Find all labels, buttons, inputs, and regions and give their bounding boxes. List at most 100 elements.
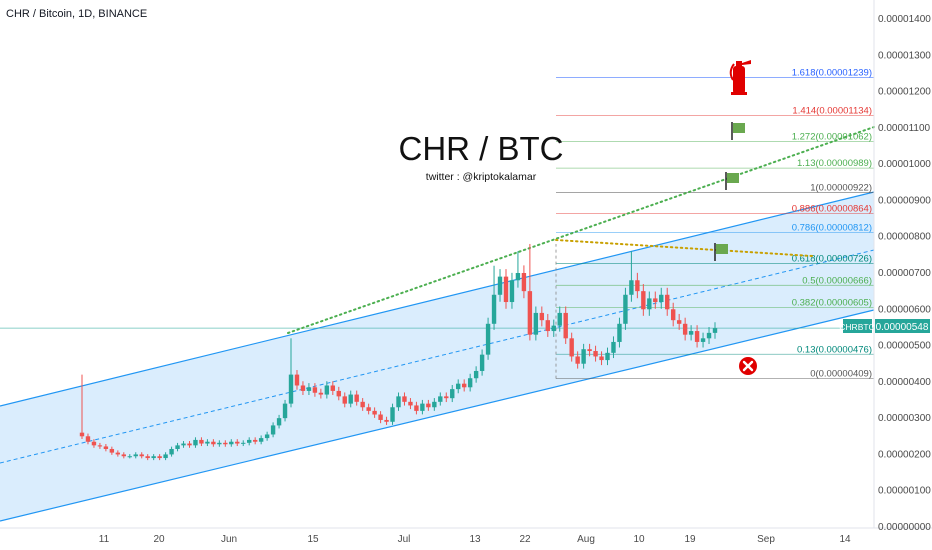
candle-body xyxy=(551,325,556,332)
candle-body xyxy=(420,403,425,411)
y-tick-label: 0.00000200 xyxy=(878,449,931,460)
candle-body xyxy=(635,280,640,292)
y-tick-label: 0.00001300 xyxy=(878,50,931,61)
candle-body xyxy=(456,383,461,390)
candle-body xyxy=(647,298,652,310)
candle-body xyxy=(569,338,574,357)
fib-level-label: 0.886(0.00000864) xyxy=(792,203,872,214)
x-tick-label: Sep xyxy=(757,534,775,545)
candle-body xyxy=(235,441,240,444)
candle-body xyxy=(515,273,521,281)
x-tick-label: 20 xyxy=(153,534,165,545)
y-tick-label: 0.00000700 xyxy=(878,268,931,279)
candle-body xyxy=(653,298,658,303)
y-tick-label: 0.00000800 xyxy=(878,232,931,243)
y-tick-label: 0.00001400 xyxy=(878,14,931,25)
channel-lower-line xyxy=(0,309,875,522)
fib-level-label: 0.5(0.00000666) xyxy=(802,275,872,286)
x-tick-label: Jun xyxy=(221,534,237,545)
fib-level-label: 1.618(0.00001239) xyxy=(792,67,872,78)
candle-body xyxy=(641,291,646,310)
candle-body xyxy=(217,442,222,445)
candle-body xyxy=(676,320,682,324)
candle-body xyxy=(205,441,210,444)
candle-body xyxy=(581,349,586,364)
candle-body xyxy=(712,328,718,333)
candle-body xyxy=(318,392,324,395)
candle-body xyxy=(270,425,276,435)
channel-upper-line xyxy=(0,191,875,407)
fib-level-label: 1.272(0.00001062) xyxy=(792,132,872,143)
candle-body xyxy=(294,374,300,386)
candle-body xyxy=(533,312,539,335)
fibonacci-levels: 1.618(0.00001239) 1.414(0.00001134) 1.272(… xyxy=(555,67,874,380)
candle-body xyxy=(187,443,192,446)
fib-level-label: 1(0.00000922) xyxy=(810,182,872,193)
candle-body xyxy=(527,291,533,335)
candle-body xyxy=(491,294,497,324)
current-price-badge: CHRBTC 0.00000548 xyxy=(839,319,930,333)
candle-body xyxy=(258,438,264,442)
candle-body xyxy=(330,385,336,391)
y-tick-label: 0.00000400 xyxy=(878,377,931,388)
candle-body xyxy=(575,356,580,364)
candle-body xyxy=(432,401,437,408)
candle-body xyxy=(670,309,676,321)
candle-body xyxy=(629,280,634,295)
fib-level-label: 0.786(0.00000812) xyxy=(792,222,872,233)
candle-body xyxy=(390,407,395,422)
red-cross-icon xyxy=(739,357,757,375)
candle-body xyxy=(372,410,377,415)
candle-body xyxy=(342,396,347,404)
candle-body xyxy=(247,439,252,443)
candle-body xyxy=(485,323,491,355)
candle-body xyxy=(521,273,527,292)
y-tick-label: 0.00000300 xyxy=(878,413,931,424)
ticker-badge-bg xyxy=(843,319,872,333)
ticker-label: CHRBTC xyxy=(839,322,874,332)
fib-level-label: 0.13(0.00000476) xyxy=(797,344,872,355)
candle-body xyxy=(229,441,234,445)
candle-body xyxy=(450,389,455,399)
candle-body xyxy=(599,356,604,361)
candle-body xyxy=(623,294,628,324)
green-flag-icon xyxy=(714,243,728,261)
x-tick-label: 14 xyxy=(839,534,851,545)
candle-body xyxy=(467,378,473,388)
y-tick-label: 0.00001100 xyxy=(878,123,931,134)
candle-body xyxy=(706,332,712,339)
candle-body xyxy=(151,456,156,459)
candle-body xyxy=(175,445,180,449)
price-badge-bg xyxy=(875,319,930,333)
candle-body xyxy=(617,323,622,342)
fib-level-label: 0.618(0.00000726) xyxy=(792,254,872,265)
fib-level-label: 1.13(0.00000989) xyxy=(797,158,872,169)
x-tick-label: 15 xyxy=(307,534,319,545)
candle-body xyxy=(402,396,407,402)
x-tick-label: Jul xyxy=(398,534,411,545)
y-axis[interactable]: 0.00001400 0.00001300 0.00001200 0.00001100… xyxy=(878,14,931,533)
fire-extinguisher-icon xyxy=(729,60,751,95)
candle-body xyxy=(223,442,228,445)
x-axis[interactable]: 11 20 Jun 15 Jul 13 22 Aug 10 19 Sep 14 xyxy=(99,534,851,545)
candle-body xyxy=(300,385,306,391)
fib-level-label: 0.382(0.00000605) xyxy=(792,297,872,308)
chart-icons xyxy=(714,60,757,375)
candle-body xyxy=(700,338,706,342)
candle-body xyxy=(157,456,162,459)
y-tick-label: 0.00001000 xyxy=(878,159,931,170)
symbol-header: CHR / Bitcoin, 1D, BINANCE xyxy=(6,8,147,20)
candle-body xyxy=(91,441,97,446)
candle-body xyxy=(426,403,431,408)
candle-body xyxy=(539,312,545,321)
ascending-channel xyxy=(0,191,875,522)
candle-body xyxy=(659,294,664,303)
candlestick-series xyxy=(79,243,718,461)
candle-body xyxy=(348,394,353,404)
y-tick-label: 0.00000100 xyxy=(878,486,931,497)
candle-body xyxy=(199,439,204,444)
candle-body xyxy=(665,294,670,310)
candle-body xyxy=(241,442,246,444)
